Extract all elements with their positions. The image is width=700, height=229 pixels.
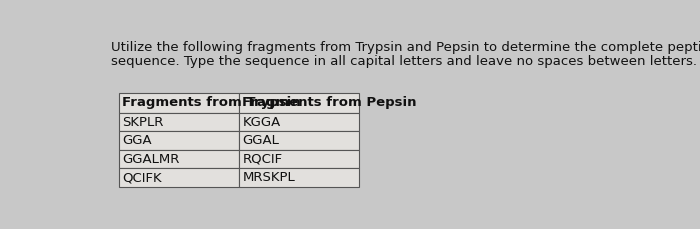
Bar [239,93,358,113]
Bar [239,168,358,187]
Bar [118,168,239,187]
Text: GGAL: GGAL [242,134,279,147]
Bar [239,131,358,150]
Bar [118,131,239,150]
Text: QCIFK: QCIFK [122,171,162,184]
Bar [118,113,239,131]
Bar [239,113,358,131]
Text: sequence. Type the sequence in all capital letters and leave no spaces between l: sequence. Type the sequence in all capit… [111,55,696,68]
Text: Fragments from Trypsin: Fragments from Trypsin [122,96,301,109]
Bar [118,150,239,168]
Text: GGALMR: GGALMR [122,153,180,166]
Bar [239,150,358,168]
Text: SKPLR: SKPLR [122,116,164,129]
Text: Fragments from Pepsin: Fragments from Pepsin [242,96,417,109]
Bar [118,93,239,113]
Text: MRSKPL: MRSKPL [242,171,295,184]
Text: GGA: GGA [122,134,152,147]
Text: RQCIF: RQCIF [242,153,283,166]
Text: KGGA: KGGA [242,116,281,129]
Text: Utilize the following fragments from Trypsin and Pepsin to determine the complet: Utilize the following fragments from Try… [111,41,700,54]
